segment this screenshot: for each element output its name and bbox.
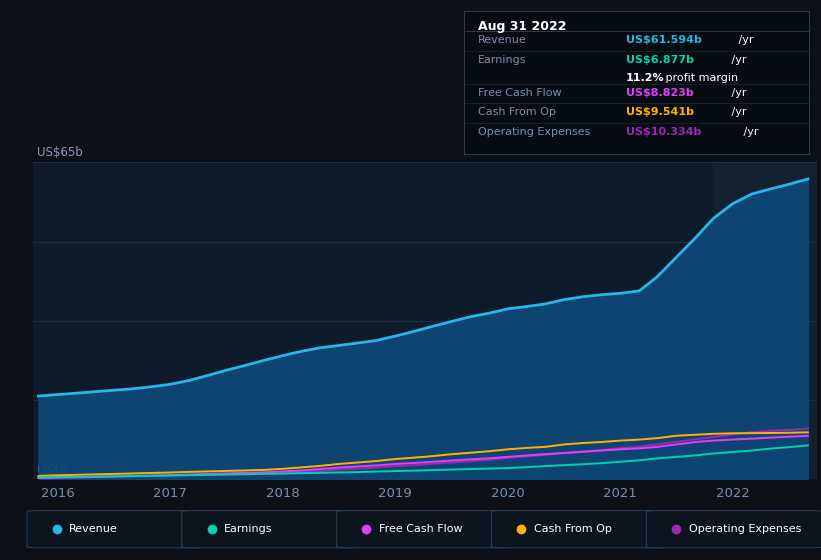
Text: Cash From Op: Cash From Op: [534, 524, 612, 534]
Text: Revenue: Revenue: [69, 524, 118, 534]
FancyBboxPatch shape: [27, 511, 204, 548]
Text: Operating Expenses: Operating Expenses: [478, 127, 590, 137]
Text: US$8.823b: US$8.823b: [626, 88, 694, 99]
Text: Cash From Op: Cash From Op: [478, 107, 556, 117]
Text: Earnings: Earnings: [224, 524, 273, 534]
Text: Revenue: Revenue: [478, 35, 526, 45]
FancyBboxPatch shape: [646, 511, 821, 548]
Text: US$0: US$0: [37, 464, 67, 477]
FancyBboxPatch shape: [181, 511, 358, 548]
Text: Operating Expenses: Operating Expenses: [689, 524, 801, 534]
Text: Aug 31 2022: Aug 31 2022: [478, 20, 566, 33]
Text: /yr: /yr: [727, 88, 746, 99]
Bar: [713, 162, 817, 479]
Text: US$61.594b: US$61.594b: [626, 35, 702, 45]
Text: profit margin: profit margin: [662, 73, 738, 83]
Text: Free Cash Flow: Free Cash Flow: [379, 524, 462, 534]
FancyBboxPatch shape: [492, 511, 668, 548]
Text: /yr: /yr: [727, 107, 746, 117]
Text: US$9.541b: US$9.541b: [626, 107, 694, 117]
Text: US$6.877b: US$6.877b: [626, 55, 694, 66]
Text: /yr: /yr: [735, 35, 753, 45]
Text: /yr: /yr: [727, 55, 746, 66]
FancyBboxPatch shape: [337, 511, 513, 548]
Text: Free Cash Flow: Free Cash Flow: [478, 88, 562, 99]
Text: Earnings: Earnings: [478, 55, 526, 66]
Text: US$10.334b: US$10.334b: [626, 127, 701, 137]
Text: 11.2%: 11.2%: [626, 73, 664, 83]
Text: US$65b: US$65b: [37, 146, 82, 159]
Text: /yr: /yr: [740, 127, 759, 137]
